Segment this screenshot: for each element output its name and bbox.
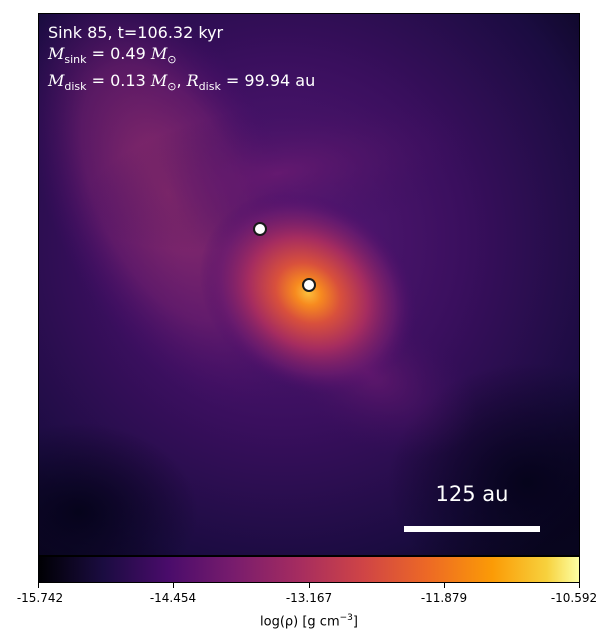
colorbar-label: log(ρ) [g cm−3] [260,613,358,630]
density-image [39,14,579,555]
colorbar [38,556,580,583]
density-map: Sink 85, t=106.32 kyr Msink = 0.49 M⊙ Md… [38,13,580,556]
scalebar-label: 125 au [435,482,509,506]
colorbar-tick [444,583,445,588]
sink-marker [253,222,267,236]
colorbar-tick [38,583,39,588]
colorbar-tick-label: -15.742 [16,591,64,605]
disk-properties-label: Mdisk = 0.13 M⊙, Rdisk = 99.94 au [48,71,316,94]
colorbar-tick [309,583,310,588]
colorbar-tick-label: -13.167 [285,591,333,605]
colorbar-tick-label: -11.879 [420,591,468,605]
colorbar-tick [173,583,174,588]
sink-marker [302,278,316,292]
sink-time-label: Sink 85, t=106.32 kyr [48,23,224,42]
colorbar-tick [579,583,580,588]
simulation-annotation: Sink 85, t=106.32 kyr Msink = 0.49 M⊙ Md… [48,22,315,97]
colorbar-tick-label: -10.592 [550,591,598,605]
scalebar [404,526,540,532]
sink-mass-label: Msink = 0.49 M⊙ [48,44,177,67]
colorbar-tick-label: -14.454 [149,591,197,605]
